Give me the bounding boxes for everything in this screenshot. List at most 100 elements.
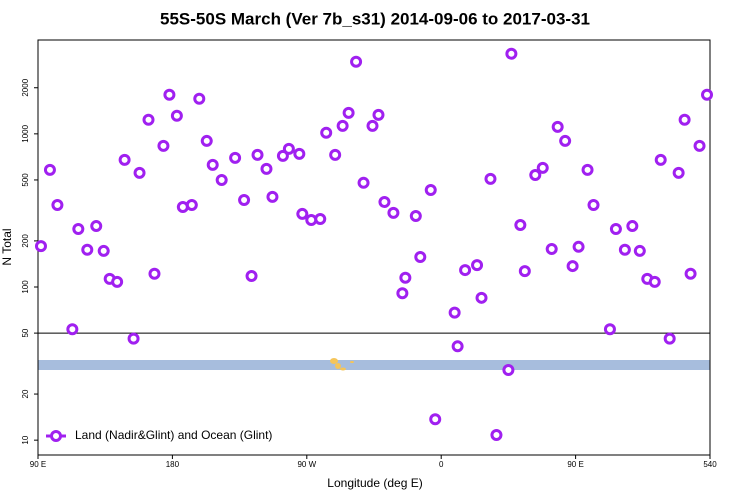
point [633,244,646,257]
point [185,199,198,212]
y-axis-label: N Total [0,228,14,265]
point [66,323,79,336]
x-axis-label: Longitude (deg E) [327,476,422,490]
legend-label: Land (Nadir&Glint) and Ocean (Glint) [75,428,272,442]
point [626,220,639,233]
land-patch [330,358,354,371]
point [484,172,497,185]
point [372,108,385,121]
point [72,223,85,236]
point [336,119,349,132]
point [490,429,503,442]
point [429,413,442,426]
point [238,193,251,206]
point [163,88,176,101]
plot-frame [37,39,711,456]
point [559,134,572,147]
point [34,240,47,253]
point [387,206,400,219]
point [581,163,594,176]
point [229,151,242,164]
point [157,139,170,152]
point [111,275,124,288]
point [663,332,676,345]
point [551,120,564,133]
point [609,223,622,236]
point [566,260,579,273]
y-tick-label: 20 [21,389,30,398]
point [618,243,631,256]
point [276,149,289,162]
point [118,153,131,166]
point [684,267,697,280]
point [545,243,558,256]
point [529,168,542,181]
point [654,153,667,166]
map-strip [38,360,710,370]
point [701,88,714,101]
y-tick-label: 200 [21,234,30,248]
point [170,109,183,122]
point [142,113,155,126]
point [399,271,412,284]
y-tick-label: 50 [21,328,30,337]
legend-marker [50,430,62,442]
point [518,265,531,278]
point [514,219,527,232]
point [266,190,279,203]
point [502,364,515,377]
point [587,199,600,212]
point [572,240,585,253]
y-tick-label: 1000 [21,124,30,142]
y-tick-label: 10 [21,435,30,444]
y-tick-label: 100 [21,280,30,294]
point [133,166,146,179]
point [296,207,309,220]
x-tick-label: 90 E [30,460,46,469]
y-tick-label: 2000 [21,78,30,96]
point [424,183,437,196]
point [378,195,391,208]
point [475,291,488,304]
point [320,126,333,139]
point [251,148,264,161]
point [215,173,228,186]
point [414,251,427,264]
x-tick-label: 180 [166,460,180,469]
point [451,340,464,353]
point [282,142,295,155]
x-tick-label: 540 [703,460,717,469]
point [648,275,661,288]
point [448,306,461,319]
point [43,163,56,176]
point [193,92,206,105]
point [90,220,103,233]
point [678,113,691,126]
point [329,148,342,161]
point [357,176,370,189]
point [342,106,355,119]
point [409,209,422,222]
point [200,134,213,147]
point [672,166,685,179]
point [505,47,518,60]
point [536,161,549,174]
point [148,267,161,280]
x-tick-label: 90 E [567,460,583,469]
point [97,244,110,257]
point [206,158,219,171]
point [603,323,616,336]
point [293,147,306,160]
point [245,269,258,282]
point [81,243,94,256]
y-tick-label: 500 [21,173,30,187]
point [693,139,706,152]
point [366,119,379,132]
point [127,332,140,345]
point [51,199,64,212]
x-tick-label: 0 [439,460,444,469]
point [459,264,472,277]
point [260,162,273,175]
x-tick-label: 90 W [297,460,316,469]
